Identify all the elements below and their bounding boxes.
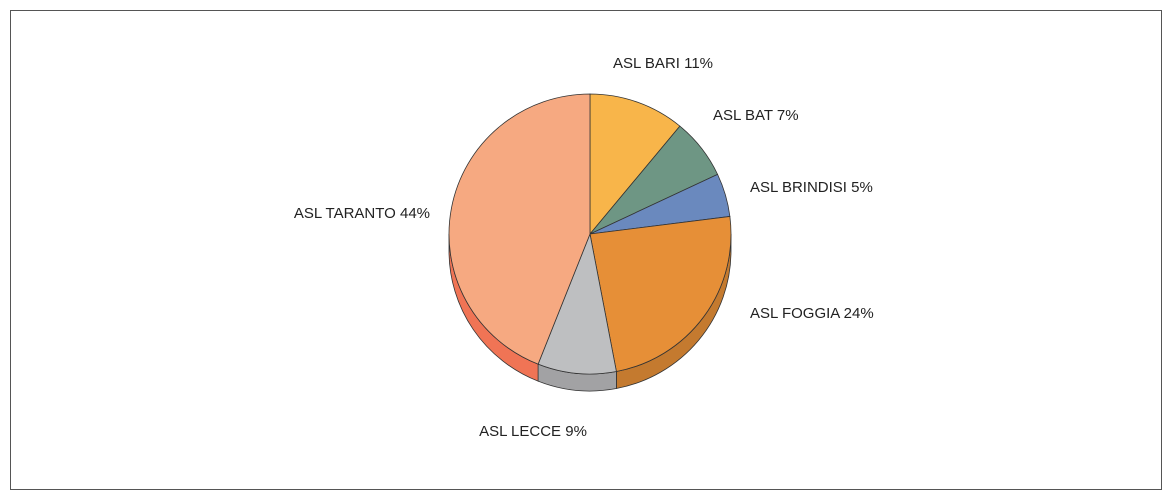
pie-slice-asl-lecce-9 (537, 232, 617, 375)
pie-slices (448, 93, 732, 375)
pie-label-asl-lecce-9: ASL LECCE 9% (479, 423, 587, 440)
pie-label-asl-foggia-24: ASL FOGGIA 24% (750, 305, 874, 322)
pie-label-asl-bari-11: ASL BARI 11% (613, 55, 713, 72)
pie-label-asl-bat-7: ASL BAT 7% (713, 107, 799, 124)
pie-label-asl-taranto-44: ASL TARANTO 44% (294, 205, 430, 222)
pie-label-asl-brindisi-5: ASL BRINDISI 5% (750, 179, 873, 196)
pie-slice-asl-foggia-24 (589, 216, 732, 372)
pie-labels: ASL BARI 11% ASL BAT 7% ASL BRINDISI 5% ASL… (294, 55, 874, 440)
pie-slice-asl-taranto-44 (448, 93, 591, 365)
pie-slice-asl-bari-11 (589, 93, 681, 236)
